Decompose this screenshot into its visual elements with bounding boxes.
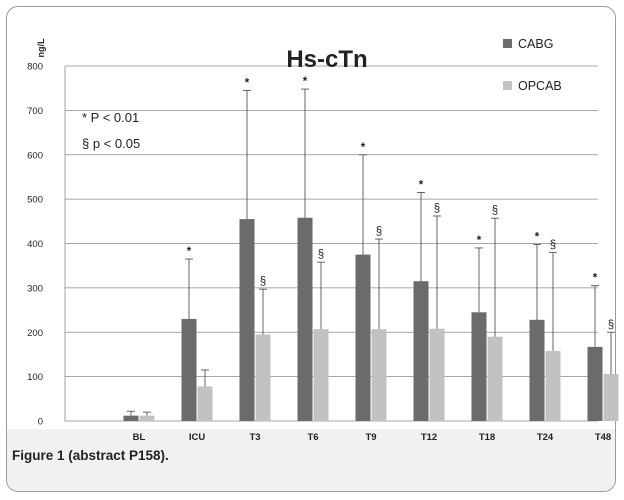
chart-title: Hs-cTn bbox=[286, 46, 367, 73]
x-tick-label: T12 bbox=[421, 432, 437, 440]
significance-marker: * bbox=[419, 179, 424, 191]
bar-opcab bbox=[313, 329, 329, 421]
bar-cabg bbox=[355, 254, 371, 421]
significance-marker: § bbox=[608, 319, 614, 331]
bar-opcab bbox=[255, 334, 271, 421]
y-axis-label: ng/L bbox=[36, 38, 46, 57]
bar-cabg bbox=[239, 219, 255, 421]
significance-marker: * bbox=[361, 142, 366, 154]
grid-layer bbox=[64, 65, 598, 422]
figure-caption: Figure 1 (abstract P158). bbox=[12, 448, 169, 463]
bar-opcab bbox=[197, 386, 213, 421]
bar-opcab bbox=[487, 336, 503, 421]
y-tick-label: 800 bbox=[27, 62, 43, 73]
x-tick-label: T18 bbox=[479, 432, 495, 440]
x-tick-label: T9 bbox=[365, 432, 376, 440]
bar-opcab bbox=[603, 373, 619, 421]
significance-marker: * bbox=[535, 231, 540, 243]
legend-label-cabg: CABG bbox=[518, 37, 553, 51]
bar-opcab bbox=[429, 328, 445, 421]
legend-label-opcab: OPCAB bbox=[518, 79, 562, 93]
significance-marker: * bbox=[245, 77, 250, 89]
y-tick-label: 400 bbox=[27, 239, 43, 250]
bar-cabg bbox=[413, 281, 429, 421]
significance-marker: * bbox=[303, 76, 308, 88]
y-tick-label: 200 bbox=[27, 328, 43, 339]
significance-marker: § bbox=[550, 239, 556, 251]
y-tick-label: 300 bbox=[27, 283, 43, 294]
legend: CABG OPCAB bbox=[503, 37, 562, 93]
bar-opcab bbox=[371, 329, 387, 421]
significance-marker: * bbox=[187, 246, 192, 258]
bar-opcab bbox=[545, 350, 561, 421]
annotation-p005: § p < 0.05 bbox=[82, 136, 140, 151]
significance-marker: § bbox=[376, 226, 382, 238]
significance-marker: § bbox=[434, 203, 440, 215]
y-tick-label: 600 bbox=[27, 150, 43, 161]
bar-opcab bbox=[139, 415, 155, 421]
y-tick-label: 700 bbox=[27, 106, 43, 117]
x-tick-label: T48 bbox=[595, 432, 611, 440]
significance-marker: * bbox=[477, 235, 482, 247]
bar-cabg bbox=[123, 415, 139, 421]
y-tick-label: 500 bbox=[27, 195, 43, 206]
bar-cabg bbox=[471, 312, 487, 421]
bar-cabg bbox=[181, 318, 197, 421]
x-tick-label: T6 bbox=[307, 432, 318, 440]
significance-marker: § bbox=[318, 249, 324, 261]
bars-layer bbox=[123, 217, 619, 421]
bar-cabg bbox=[297, 217, 313, 421]
bar-cabg bbox=[587, 346, 603, 421]
x-tick-label: T24 bbox=[537, 432, 554, 440]
significance-marker: * bbox=[593, 273, 598, 285]
x-tick-label: BL bbox=[133, 432, 146, 440]
legend-swatch-opcab bbox=[503, 81, 512, 90]
labels-layer: 0 100 200 300 400 500 600 700 800 BL ICU * T3 * § T6 * § T… bbox=[27, 62, 614, 441]
significance-marker: § bbox=[260, 276, 266, 288]
bar-cabg bbox=[529, 319, 545, 421]
x-tick-label: T3 bbox=[249, 432, 260, 440]
bar-chart: 0 100 200 300 400 500 600 700 800 BL ICU * T3 * § T6 * § T… bbox=[27, 37, 619, 441]
significance-marker: § bbox=[492, 205, 498, 217]
x-tick-label: ICU bbox=[189, 432, 206, 440]
y-tick-label: 100 bbox=[27, 372, 43, 383]
y-tick-label: 0 bbox=[38, 417, 43, 428]
error-bars-layer bbox=[127, 88, 615, 416]
annotation-p001: * P < 0.01 bbox=[82, 110, 139, 125]
legend-swatch-cabg bbox=[503, 39, 512, 48]
caption-band bbox=[7, 429, 615, 491]
